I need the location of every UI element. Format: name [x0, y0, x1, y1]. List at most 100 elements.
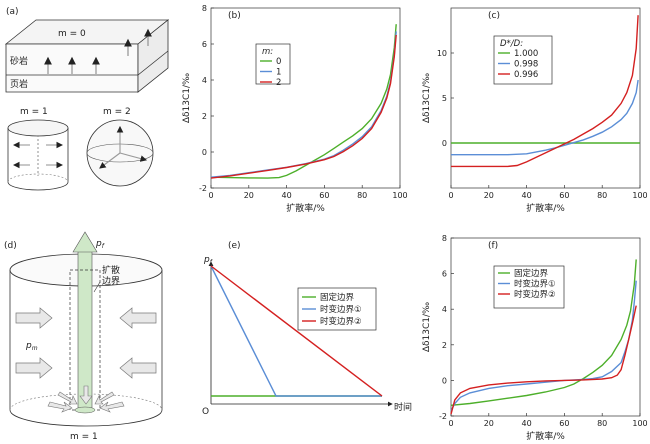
f-legend-item-2: 时变边界② [514, 289, 556, 300]
pm-label: pm [25, 341, 38, 352]
shale-label: 页岩 [10, 78, 28, 90]
f-ytick-label: 4 [442, 305, 447, 314]
f-ytick-label: -2 [439, 412, 447, 421]
e-legend-item-1: 时变边界① [320, 304, 362, 315]
c-xtick-label: 100 [632, 191, 647, 200]
chart-f: 0 20 40 60 80 100-202468(f)扩散率/%Δδ13C1/‰固定边界时… [422, 234, 648, 442]
rock-block [4, 19, 170, 93]
b-xlabel: 扩散率/% [286, 202, 325, 214]
b-ytick-label: 0 [202, 148, 207, 157]
sphere-m2 [86, 119, 154, 187]
e-legend-item-2: 时变边界② [320, 316, 362, 327]
b-xtick-label: 40 [282, 191, 292, 200]
sandstone-label: 砂岩 [10, 55, 28, 67]
b-ytick-label: 4 [202, 76, 207, 85]
e-legend: 固定边界 时变边界① 时变边界② [297, 287, 377, 331]
f-series-line-1 [450, 280, 637, 412]
bottom-radial-arrows [47, 385, 125, 413]
c-series-line-2 [451, 15, 639, 168]
cylinder-m1 [7, 119, 69, 191]
m1-label: m = 1 [20, 107, 48, 117]
f-ytick-label: 2 [442, 341, 447, 350]
f-legend-item-0: 固定边界 [514, 268, 549, 279]
f-panel-label: (f) [488, 241, 498, 251]
panel-d-schematic: (d) [4, 231, 163, 442]
boundary-label-1: 扩散 [102, 264, 120, 276]
boundary-label-2: 边界 [102, 276, 120, 287]
c-legend-title: D*/D: [500, 39, 523, 49]
diffusion-up-arrows [44, 28, 152, 74]
panel-d-label: (d) [4, 241, 17, 251]
f-xtick-label: 0 [448, 419, 453, 428]
b-xtick-label: 80 [357, 191, 367, 200]
f-legend-item-1: 时变边界① [514, 279, 556, 290]
c-xtick-label: 60 [559, 191, 569, 200]
b-plot-frame [210, 7, 401, 189]
pf-label: pf [95, 239, 105, 250]
c-ylabel: Δδ13C1/‰ [422, 73, 432, 123]
b-legend-item-0: 0 [276, 57, 281, 67]
c-xtick-label: 20 [484, 191, 494, 200]
f-ytick-label: 6 [442, 270, 447, 279]
b-xtick-label: 100 [392, 191, 407, 200]
e-origin-label: O [202, 407, 209, 417]
c-legend-item-1: 0.998 [514, 60, 538, 70]
f-xtick-label: 80 [597, 419, 607, 428]
f-series-line-0 [450, 259, 637, 406]
f-xtick-label: 60 [559, 419, 569, 428]
c-plot-frame [450, 7, 641, 189]
f-xtick-label: 100 [632, 419, 647, 428]
f-plot-frame [450, 237, 641, 417]
c-series-line-1 [451, 79, 639, 156]
e-legend-item-0: 固定边界 [320, 292, 355, 303]
b-series-line-2 [210, 34, 397, 179]
b-legend-title: m: [262, 47, 273, 57]
b-legend-frame [255, 43, 291, 85]
c-legend-frame [493, 35, 553, 85]
c-xlabel: 扩散率/% [526, 202, 565, 214]
b-ytick-label: 2 [202, 112, 207, 121]
f-xtick-label: 40 [522, 419, 532, 428]
column-arrow-head [72, 231, 98, 253]
c-xtick-label: 40 [522, 191, 532, 200]
m0-label: m = 0 [58, 29, 86, 39]
chart-c: 0 20 40 60 80 100 0 5 10 (c) 扩散率/% Δδ13C1/‰ D*/D:1.0… [422, 7, 648, 214]
b-series-line-0 [210, 24, 397, 179]
f-xlabel: 扩散率/% [526, 430, 565, 442]
b-ytick-label: -2 [199, 184, 207, 193]
panel-a-schematic: (a) m = 0 砂岩 页岩 m = 1 [4, 7, 170, 191]
f-xtick-label: 20 [484, 419, 494, 428]
c-legend-item-0: 1.000 [514, 49, 538, 59]
wellbore-cylinder [9, 231, 163, 427]
c-xtick-label: 80 [597, 191, 607, 200]
f-legend-frame [493, 265, 565, 309]
b-ytick-label: 6 [202, 40, 207, 49]
f-ytick-label: 8 [442, 234, 447, 243]
f-series-line-2 [450, 305, 637, 415]
b-panel-label: (b) [228, 11, 241, 21]
e-timevarying-1-line [210, 265, 382, 397]
e-timevarying-2-line [210, 265, 383, 397]
b-legend-item-2: 2 [276, 78, 281, 88]
c-ytick-label: 0 [442, 139, 447, 148]
f-ytick-label: 0 [442, 376, 447, 385]
b-xtick-label: 20 [244, 191, 254, 200]
b-ytick-label: 8 [202, 4, 207, 13]
inflow-arrows [15, 307, 157, 379]
panel-e-label: (e) [228, 241, 241, 251]
c-ytick-label: 5 [442, 94, 447, 103]
b-xtick-label: 0 [208, 191, 213, 200]
m2-label: m = 2 [103, 107, 131, 117]
panel-a-label: (a) [6, 7, 19, 17]
e-xaxis-label: 时间 [394, 401, 412, 413]
c-legend-item-2: 0.996 [514, 70, 538, 80]
b-series-line-1 [210, 31, 397, 178]
b-ylabel: Δδ13C1/‰ [182, 73, 192, 123]
b-xtick-label: 60 [319, 191, 329, 200]
m1-label-d: m = 1 [70, 432, 98, 442]
f-ylabel: Δδ13C1/‰ [422, 302, 432, 352]
c-panel-label: (c) [488, 11, 500, 21]
c-xtick-label: 0 [448, 191, 453, 200]
